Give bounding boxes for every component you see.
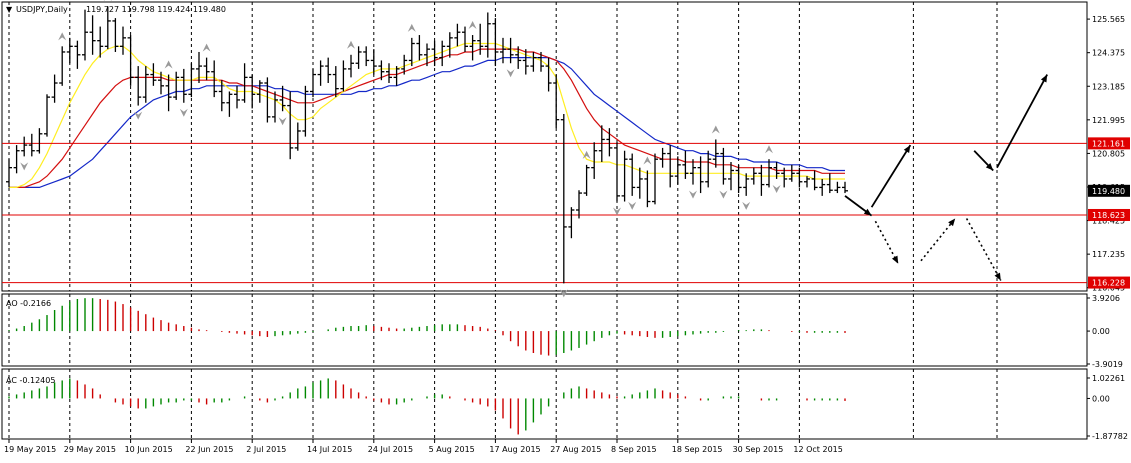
forecast-arrow-up-1 [870, 144, 912, 208]
forecast-arrow-pullback-head [985, 163, 994, 171]
time-axis-label: 29 May 2015 [64, 445, 116, 454]
price-axis-tick-label: 124.375 [1092, 49, 1125, 58]
ao-title: AO -0.2166 [6, 299, 51, 308]
fractal-down-icon [719, 190, 728, 199]
fractal-up-icon [58, 32, 67, 41]
osc-axis-tick-label: -3.9019 [1092, 360, 1123, 369]
forecast-arrow-dotted-up-head [948, 218, 956, 227]
osc-axis-tick-label: 0.00 [1092, 394, 1110, 403]
forecast-arrow-up-2 [996, 74, 1048, 169]
fractal-up-icon [765, 145, 773, 154]
osc-axis-tick-label: 0.00 [1092, 327, 1110, 336]
osc-axis-tick-label: 1.02261 [1092, 374, 1125, 383]
horizontal-levels [2, 142, 1087, 284]
forecast-arrow-up-2-head [1040, 74, 1048, 83]
time-axis-label: 22 Jun 2015 [185, 445, 233, 454]
fractal-up-icon [582, 150, 591, 159]
time-axis-label: 5 Aug 2015 [429, 445, 475, 454]
price-axis-tick-label: 118.425 [1092, 217, 1125, 226]
time-axis-label: 12 Oct 2015 [793, 445, 842, 454]
level-label-box [1088, 208, 1130, 221]
fractal-down-icon [179, 108, 188, 117]
fractal-up-icon [103, 0, 112, 1]
fractal-down-icon [506, 69, 515, 78]
time-axis-label: 24 Jul 2015 [368, 445, 413, 454]
fractal-up-icon [202, 43, 211, 52]
time-axis-label: 18 Sep 2015 [672, 445, 723, 454]
price-bars [6, 6, 848, 284]
chart-menu-icon[interactable]: ▼ [6, 5, 13, 14]
ma-slow-line [9, 56, 845, 188]
fractal-down-icon [559, 289, 568, 298]
fractal-down-icon [772, 184, 781, 193]
ac-histogram [8, 378, 846, 435]
fractal-up-icon [711, 125, 720, 134]
time-axis-label: 17 Aug 2015 [489, 445, 540, 454]
current-price-box [1088, 184, 1130, 197]
fractal-down-icon [628, 201, 637, 210]
ac-panel-frame [1, 368, 1088, 440]
fractal-down-icon [613, 207, 621, 216]
forecast-arrow-dotted-down-head [891, 255, 899, 264]
forecast-arrow-dotted-down-2-head [994, 272, 1001, 281]
ohlc-readout: 119.727 119.798 119.424 119.480 [86, 5, 226, 14]
fractal-up-icon [347, 40, 355, 49]
level-label: 116.228 [1092, 279, 1125, 288]
time-axis-label: 2 Jul 2015 [246, 445, 286, 454]
ao-histogram [8, 298, 846, 356]
forecast-arrow-dotted-up [920, 217, 956, 262]
forecast-arrow-dotted-down [874, 220, 899, 264]
time-axis-label: 19 May 2015 [4, 445, 56, 454]
fractal-up-icon [164, 60, 173, 69]
forecast-arrows [844, 74, 1048, 281]
time-axis-label: 27 Aug 2015 [550, 445, 601, 454]
level-label-box [1088, 137, 1130, 150]
price-panel-frame [1, 1, 1088, 292]
level-label-box [1088, 276, 1130, 289]
time-axis-label: 8 Sep 2015 [611, 445, 657, 454]
price-axis-tick-label: 125.565 [1092, 15, 1125, 24]
fractal-markers [20, 0, 781, 298]
osc-axis-tick-label: 3.9206 [1092, 294, 1120, 303]
fractal-down-icon [689, 190, 697, 199]
time-axis-label: 30 Sep 2015 [733, 445, 784, 454]
ac-title: AC -0.12405 [6, 376, 55, 385]
ao-panel-frame [1, 293, 1088, 367]
price-axis-tick-label: 123.185 [1092, 82, 1125, 91]
fractal-down-icon [278, 117, 287, 126]
forecast-arrow-short-head [863, 208, 872, 216]
axis-labels: 125.565124.375123.185121.995120.805119.6… [4, 15, 1130, 454]
fractal-up-icon [407, 23, 416, 32]
forecast-arrow-dotted-down-2 [965, 218, 1002, 281]
price-axis-tick-label: 117.235 [1092, 250, 1125, 259]
fractal-up-icon [643, 156, 652, 165]
osc-axis-tick-label: -1.87782 [1092, 432, 1128, 441]
fractal-down-icon [20, 162, 29, 171]
current-price-label: 119.480 [1092, 187, 1125, 196]
grid-lines [8, 2, 998, 439]
fractal-up-icon [468, 21, 477, 30]
level-label: 118.623 [1092, 211, 1125, 220]
price-axis-tick-label: 121.995 [1092, 116, 1125, 125]
symbol-label: USDJPY,Daily [16, 5, 68, 14]
price-axis-tick-label: 120.805 [1092, 149, 1125, 158]
level-label: 121.161 [1092, 139, 1125, 148]
fractal-down-icon [742, 201, 751, 210]
forecast-arrow-up-1-head [903, 145, 911, 153]
fractal-down-icon [134, 111, 143, 120]
time-axis-label: 14 Jul 2015 [307, 445, 352, 454]
time-axis-label: 10 Jun 2015 [125, 445, 173, 454]
